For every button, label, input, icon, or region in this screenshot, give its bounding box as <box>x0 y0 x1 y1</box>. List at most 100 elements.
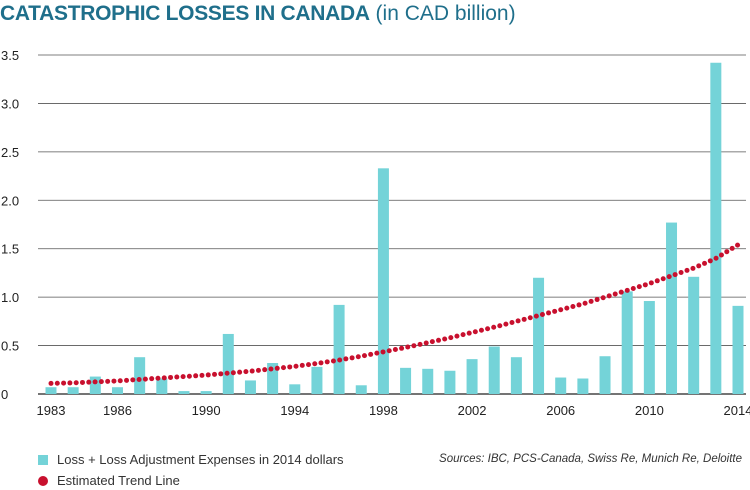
trend-dot <box>280 365 286 371</box>
bar-series <box>45 62 744 395</box>
bar-1994 <box>289 384 301 394</box>
trend-dot <box>117 378 123 384</box>
y-tick-label: 0.5 <box>1 339 19 354</box>
trend-dot <box>624 287 630 293</box>
trend-dot <box>180 374 186 380</box>
trend-dot <box>600 295 606 301</box>
trend-dot <box>274 365 280 371</box>
bar-2001 <box>444 370 456 394</box>
y-tick-label: 2.5 <box>1 145 19 160</box>
trend-dot <box>174 374 180 380</box>
trend-dot <box>318 360 324 366</box>
trend-dot <box>618 289 624 295</box>
trend-dot <box>168 374 174 380</box>
trend-dot <box>515 318 521 324</box>
trend-dot <box>186 373 192 379</box>
bar-1995 <box>311 366 323 394</box>
y-tick-label: 1.0 <box>1 290 19 305</box>
trend-dot <box>570 304 576 310</box>
trend-dot <box>485 326 491 332</box>
trend-dot <box>606 293 612 299</box>
chart-title-unit: (in CAD billion) <box>375 2 516 25</box>
trend-dot <box>503 321 509 327</box>
sources-note: Sources: IBC, PCS-Canada, Swiss Re, Muni… <box>439 453 742 465</box>
x-tick-label: 1986 <box>103 403 132 418</box>
x-tick-label: 2002 <box>458 403 487 418</box>
trend-dot <box>558 307 564 313</box>
y-tick-label: 2.0 <box>1 193 19 208</box>
trend-dot <box>374 350 380 356</box>
trend-dot <box>299 362 305 368</box>
x-tick-label: 1990 <box>192 403 221 418</box>
bar-2005 <box>533 277 545 394</box>
trend-dot <box>478 327 484 333</box>
trend-dot <box>672 272 678 278</box>
trend-dot <box>707 258 713 264</box>
trend-dot <box>205 372 211 378</box>
bar-1989 <box>178 391 190 394</box>
trend-dot <box>349 355 355 361</box>
trend-dot <box>660 276 666 282</box>
x-tick-label: 1994 <box>280 403 309 418</box>
trend-dot <box>355 354 361 360</box>
trend-dot <box>630 285 636 291</box>
trend-dot <box>497 323 503 329</box>
bar-1997 <box>355 385 367 394</box>
chart-title: CATASTROPHIC LOSSES IN CANADA (in CAD bi… <box>0 2 516 26</box>
legend-trend-dot <box>38 475 48 486</box>
legend-item-bars: Loss + Loss Adjustment Expenses in 2014 … <box>38 452 344 467</box>
trend-dot <box>405 344 411 350</box>
x-tick-label: 2006 <box>546 403 575 418</box>
bar-2009 <box>621 291 633 394</box>
trend-dot <box>539 312 545 318</box>
trend-dot <box>330 358 336 364</box>
bar-2011 <box>666 222 678 394</box>
trend-series <box>48 242 741 386</box>
trend-dot <box>399 345 405 351</box>
legend-trend-label: Estimated Trend Line <box>57 473 180 488</box>
y-tick-label: 0 <box>1 387 8 402</box>
bar-1985 <box>89 376 101 394</box>
trend-dot <box>155 375 161 381</box>
bar-1984 <box>67 387 79 394</box>
bar-1990 <box>200 391 212 394</box>
trend-dot <box>92 379 98 385</box>
bar-2002 <box>466 359 478 394</box>
trend-dot <box>98 379 104 385</box>
bar-2010 <box>643 301 655 394</box>
trend-dot <box>533 313 539 319</box>
trend-dot <box>718 252 724 258</box>
trend-dot <box>696 263 702 269</box>
legend-bar-label: Loss + Loss Adjustment Expenses in 2014 … <box>57 452 344 467</box>
trend-dot <box>337 357 343 363</box>
trend-dot <box>230 370 236 376</box>
trend-dot <box>343 356 349 362</box>
trend-dot <box>361 353 367 359</box>
trend-dot <box>472 329 478 335</box>
bar-1987 <box>134 357 146 394</box>
trend-dot <box>386 348 392 354</box>
y-tick-label: 3.0 <box>1 96 19 111</box>
bar-1993 <box>267 363 279 394</box>
trend-dot <box>48 380 54 386</box>
trend-dot <box>546 310 552 316</box>
trend-dot <box>509 320 515 326</box>
bar-1983 <box>45 387 57 394</box>
bar-2014 <box>732 305 744 394</box>
trend-dot <box>423 340 429 346</box>
trend-dot <box>724 249 730 255</box>
trend-dot <box>442 336 448 342</box>
bar-1988 <box>156 378 168 394</box>
trend-dot <box>392 347 398 353</box>
trend-dot <box>130 377 136 383</box>
trend-dot <box>729 245 735 251</box>
x-tick-label: 2014 <box>724 403 750 418</box>
trend-dot <box>564 305 570 311</box>
trend-dot <box>142 376 148 382</box>
y-axis-labels: 0 0.5 1.0 1.5 2.0 2.5 3.0 3.5 <box>1 48 19 402</box>
trend-dot <box>654 278 660 284</box>
trend-dot <box>306 362 312 368</box>
trend-dot <box>612 291 618 297</box>
trend-dot <box>636 284 642 290</box>
x-axis-labels: 1983 1986 1990 1994 1998 2002 2006 2010 2014 <box>37 403 750 418</box>
